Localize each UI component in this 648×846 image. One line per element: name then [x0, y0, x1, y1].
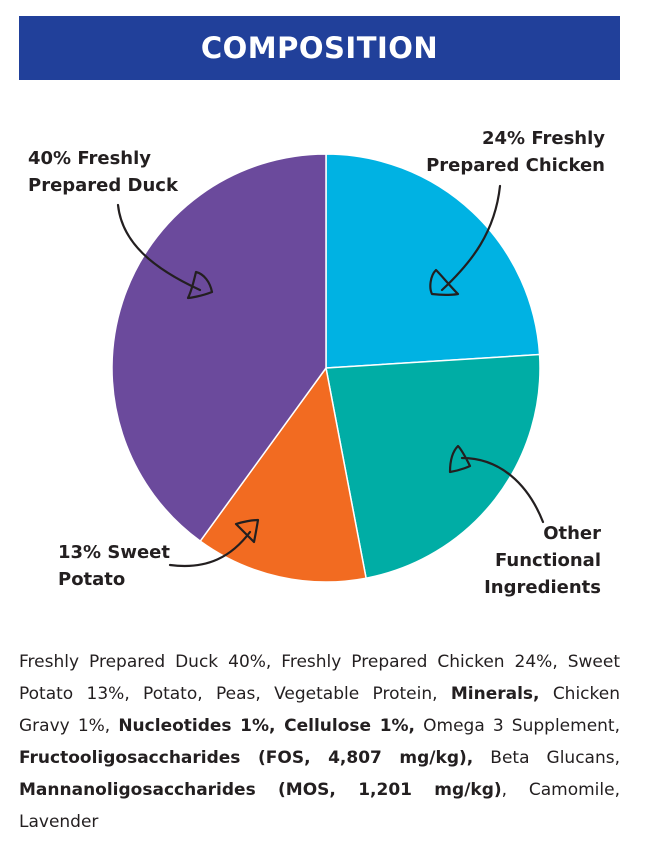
composition-pie-chart: 24% Freshly Prepared Chicken Other Function… — [28, 128, 605, 598]
ingredient-bold-segment: Minerals, — [450, 684, 540, 704]
ingredient-bold-segment: Nucleotides 1%, Cellulose 1%, — [118, 716, 416, 736]
arrow-icon-chicken — [429, 184, 502, 296]
slice-label-other: Other Functional Ingredients — [484, 523, 601, 598]
slice-label-sweet_potato: 13% Sweet Potato — [58, 542, 170, 590]
ingredient-segment: Chicken Gravy 1%, — [19, 684, 621, 736]
ingredients-text: Freshly Prepared Duck 40%, Freshly Prepa… — [19, 646, 620, 838]
ingredient-segment: , Camomile, Lavender — [19, 780, 620, 832]
arrow-icon-other — [448, 444, 545, 524]
pie-slice-chicken — [325, 153, 541, 369]
composition-banner: COMPOSITION — [19, 16, 620, 80]
pie-slice-other — [325, 353, 541, 580]
ingredient-segment: Freshly Prepared Duck 40%, Freshly Prepa… — [19, 652, 620, 704]
ingredient-segment: Beta Glucans, — [473, 748, 621, 768]
page-title: COMPOSITION — [200, 31, 439, 65]
slice-label-chicken: 24% Freshly Prepared Chicken — [426, 128, 605, 176]
arrow-icon-sweet_potato — [168, 518, 260, 568]
slice-label-duck: 40% Freshly Prepared Duck — [28, 148, 179, 196]
ingredient-bold-segment: Mannanoligosaccharides (MOS, 1,201 mg/kg… — [19, 780, 502, 800]
pie-slice-duck — [111, 153, 327, 543]
arrow-icon-duck — [116, 203, 214, 300]
ingredient-bold-segment: Fructooligosaccharides (FOS, 4,807 mg/kg… — [19, 748, 474, 768]
ingredient-segment: Omega 3 Supplement, — [415, 716, 620, 736]
